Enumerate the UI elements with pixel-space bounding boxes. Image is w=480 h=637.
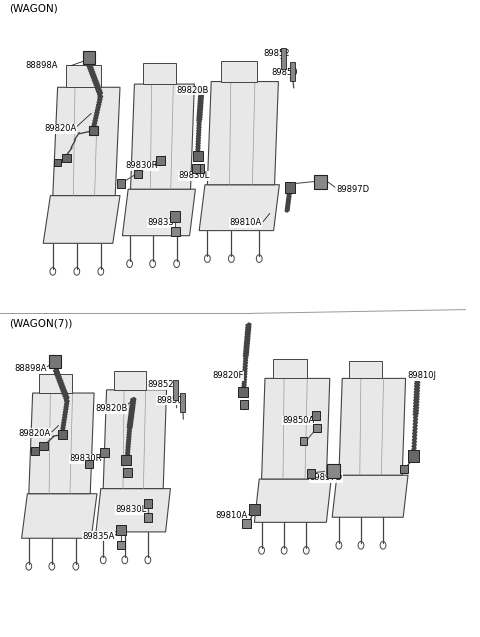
Polygon shape bbox=[29, 393, 94, 494]
Text: (WAGON): (WAGON) bbox=[10, 3, 59, 13]
Text: 89830L: 89830L bbox=[115, 505, 146, 514]
Bar bbox=[144, 513, 152, 522]
Bar bbox=[62, 154, 71, 162]
Polygon shape bbox=[39, 374, 72, 393]
Bar bbox=[171, 227, 180, 236]
Bar bbox=[49, 355, 61, 368]
Polygon shape bbox=[122, 189, 195, 236]
Text: 89852: 89852 bbox=[263, 49, 289, 58]
Polygon shape bbox=[66, 65, 101, 87]
Bar bbox=[408, 450, 419, 462]
Polygon shape bbox=[254, 479, 331, 522]
Polygon shape bbox=[273, 359, 307, 378]
Text: 88898A: 88898A bbox=[25, 61, 58, 70]
Bar bbox=[156, 156, 165, 165]
Bar bbox=[100, 448, 109, 457]
Bar bbox=[123, 468, 132, 477]
Bar bbox=[117, 180, 125, 187]
Text: 88898A: 88898A bbox=[14, 364, 47, 373]
Text: 89835A: 89835A bbox=[83, 532, 115, 541]
Bar bbox=[85, 460, 93, 468]
Polygon shape bbox=[143, 63, 176, 84]
Bar bbox=[58, 430, 67, 440]
Bar bbox=[249, 504, 260, 515]
Bar bbox=[121, 455, 131, 465]
Bar bbox=[89, 126, 98, 136]
Text: 89820A: 89820A bbox=[18, 429, 50, 438]
Bar bbox=[400, 465, 408, 473]
Bar bbox=[290, 62, 295, 81]
Text: 89833: 89833 bbox=[148, 218, 175, 227]
Polygon shape bbox=[339, 378, 406, 475]
Text: 89820B: 89820B bbox=[177, 86, 209, 95]
Polygon shape bbox=[221, 61, 257, 82]
Bar bbox=[327, 464, 340, 478]
Text: (WAGON(7)): (WAGON(7)) bbox=[10, 318, 73, 329]
Polygon shape bbox=[96, 489, 170, 532]
Bar bbox=[192, 164, 200, 173]
Bar bbox=[312, 411, 320, 420]
Text: 89820F: 89820F bbox=[212, 371, 243, 380]
Text: 89820B: 89820B bbox=[95, 404, 127, 413]
Text: 89852: 89852 bbox=[148, 380, 174, 389]
Bar bbox=[134, 169, 142, 178]
Bar bbox=[300, 437, 307, 445]
Polygon shape bbox=[349, 361, 382, 378]
Polygon shape bbox=[262, 378, 330, 479]
Text: 89897D: 89897D bbox=[309, 473, 342, 482]
Polygon shape bbox=[103, 390, 167, 489]
Text: 89810J: 89810J bbox=[407, 371, 436, 380]
Text: 89850: 89850 bbox=[156, 396, 183, 404]
Bar bbox=[170, 211, 180, 222]
Bar bbox=[180, 393, 185, 412]
Polygon shape bbox=[53, 87, 120, 196]
Polygon shape bbox=[43, 196, 120, 243]
Bar bbox=[116, 525, 126, 535]
Text: 89830R: 89830R bbox=[70, 454, 102, 463]
Bar bbox=[238, 387, 248, 397]
Text: 89897D: 89897D bbox=[336, 185, 369, 194]
Bar bbox=[144, 499, 152, 508]
Text: 89820A: 89820A bbox=[44, 124, 76, 133]
Bar bbox=[313, 424, 321, 432]
Text: 89810A: 89810A bbox=[229, 218, 262, 227]
Bar bbox=[193, 151, 203, 161]
Bar bbox=[314, 175, 327, 189]
Polygon shape bbox=[22, 494, 97, 538]
Bar bbox=[195, 164, 204, 173]
Text: 89850A: 89850A bbox=[282, 416, 314, 425]
Text: 89830R: 89830R bbox=[126, 161, 158, 170]
Text: 89850: 89850 bbox=[271, 68, 298, 77]
Bar bbox=[39, 442, 48, 450]
Polygon shape bbox=[131, 84, 194, 189]
Text: 89810A: 89810A bbox=[215, 512, 247, 520]
Bar bbox=[307, 469, 315, 478]
Bar bbox=[285, 182, 295, 193]
Bar bbox=[242, 520, 251, 527]
Bar bbox=[32, 447, 38, 455]
Polygon shape bbox=[332, 475, 408, 517]
Polygon shape bbox=[207, 82, 278, 185]
Bar bbox=[240, 400, 248, 409]
Polygon shape bbox=[114, 371, 146, 390]
Bar bbox=[281, 48, 286, 69]
Polygon shape bbox=[199, 185, 279, 231]
Bar bbox=[173, 380, 178, 400]
Bar bbox=[54, 159, 61, 166]
Bar bbox=[83, 51, 95, 64]
Text: 89830L: 89830L bbox=[179, 171, 210, 180]
Bar bbox=[117, 541, 125, 549]
